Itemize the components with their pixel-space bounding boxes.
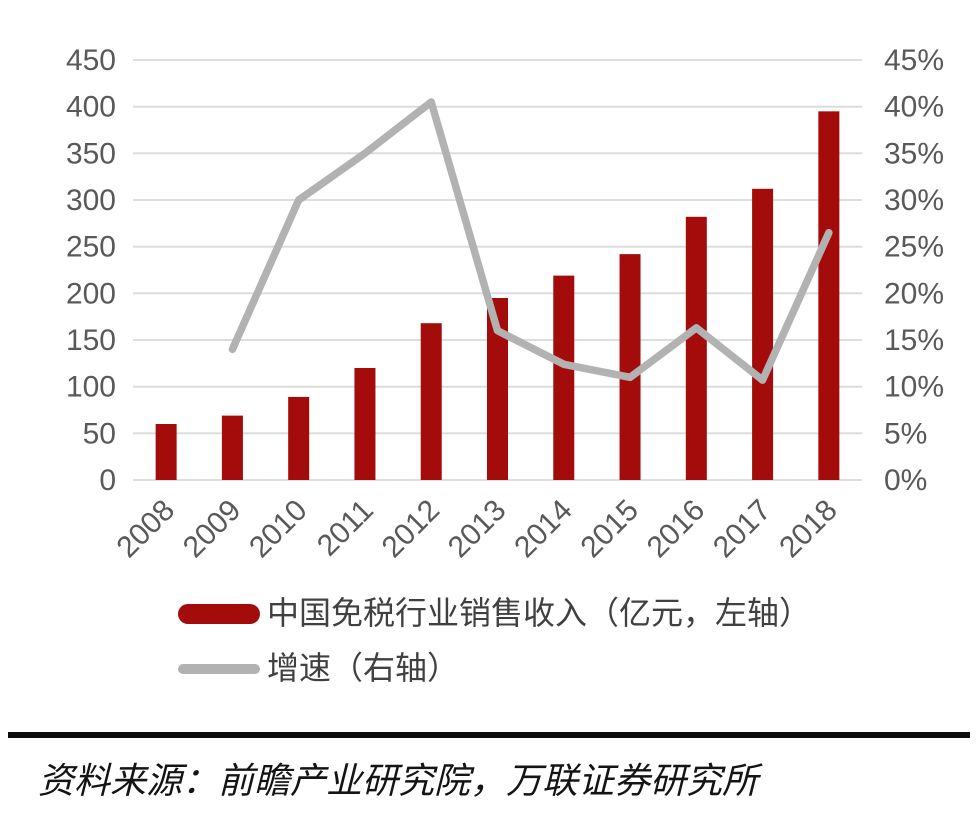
left-axis-tick: 300 — [66, 184, 116, 217]
source-divider — [8, 732, 970, 739]
legend-label-growth: 增速（右轴） — [267, 649, 460, 688]
bar-2013 — [487, 298, 508, 480]
right-axis-tick: 20% — [884, 277, 944, 310]
x-axis-label-2009: 2009 — [177, 494, 248, 565]
growth-rate-line — [228, 98, 833, 384]
bar-2011 — [354, 368, 376, 480]
left-axis-tick: 400 — [66, 91, 116, 124]
left-axis-tick: 200 — [66, 277, 116, 310]
x-axis-label-2014: 2014 — [508, 494, 579, 565]
legend-item-growth: 增速（右轴） — [178, 649, 978, 688]
x-axis-label-2015: 2015 — [574, 494, 645, 565]
bar-2009 — [221, 415, 243, 480]
left-axis-tick: 450 — [66, 44, 116, 77]
x-axis-label-2008: 2008 — [111, 494, 182, 565]
chart-legend: 中国免税行业销售收入（亿元，左轴） 增速（右轴） — [178, 594, 978, 688]
left-axis-tick: 350 — [66, 137, 116, 170]
right-axis-tick: 40% — [884, 91, 944, 124]
left-axis-tick: 0 — [99, 464, 116, 497]
right-axis-tick: 0% — [884, 464, 927, 497]
left-axis-tick: 100 — [66, 371, 116, 404]
left-axis-tick: 250 — [66, 231, 116, 264]
bar-2015 — [619, 254, 641, 480]
right-axis-tick: 45% — [884, 44, 944, 77]
bar-2012 — [420, 323, 442, 480]
x-axis-label-2016: 2016 — [641, 494, 712, 565]
growth-line-swatch — [178, 663, 260, 674]
right-axis-tick: 15% — [884, 324, 944, 357]
legend-label-revenue: 中国免税行业销售收入（亿元，左轴） — [267, 594, 812, 632]
bar-2008 — [155, 424, 177, 480]
right-axis-tick: 10% — [884, 371, 944, 404]
right-axis-tick: 35% — [884, 137, 944, 170]
right-axis-tick: 30% — [884, 184, 944, 217]
x-axis-label-2013: 2013 — [442, 494, 513, 565]
right-axis-tick: 25% — [884, 231, 944, 264]
x-axis-label-2011: 2011 — [311, 494, 380, 563]
right-axis-tick: 5% — [884, 417, 927, 450]
bar-2017 — [752, 188, 774, 481]
dual-axis-chart: 0 50 100 150 200 250 300 350 400 450 0% 5% 10% 15% 20%… — [66, 44, 944, 565]
bar-2016 — [685, 216, 707, 481]
bar-2014 — [553, 275, 575, 480]
legend-item-revenue: 中国免税行业销售收入（亿元，左轴） — [178, 594, 978, 632]
x-axis-label-2012: 2012 — [376, 494, 447, 565]
x-axis-label-2017: 2017 — [707, 494, 778, 565]
bar-2018 — [818, 111, 840, 480]
x-axis-label-2018: 2018 — [773, 494, 844, 565]
source-text: 资料来源：前瞻产业研究院，万联证券研究所 — [38, 761, 759, 803]
left-axis-tick: 50 — [83, 417, 116, 450]
revenue-bar-swatch — [178, 603, 260, 624]
left-axis-tick: 150 — [66, 324, 116, 357]
x-axis-label-2010: 2010 — [243, 494, 314, 565]
chart-area: 0 50 100 150 200 250 300 350 400 450 0% 5% 10% 15% 20%… — [66, 44, 944, 565]
bar-2010 — [288, 396, 310, 480]
